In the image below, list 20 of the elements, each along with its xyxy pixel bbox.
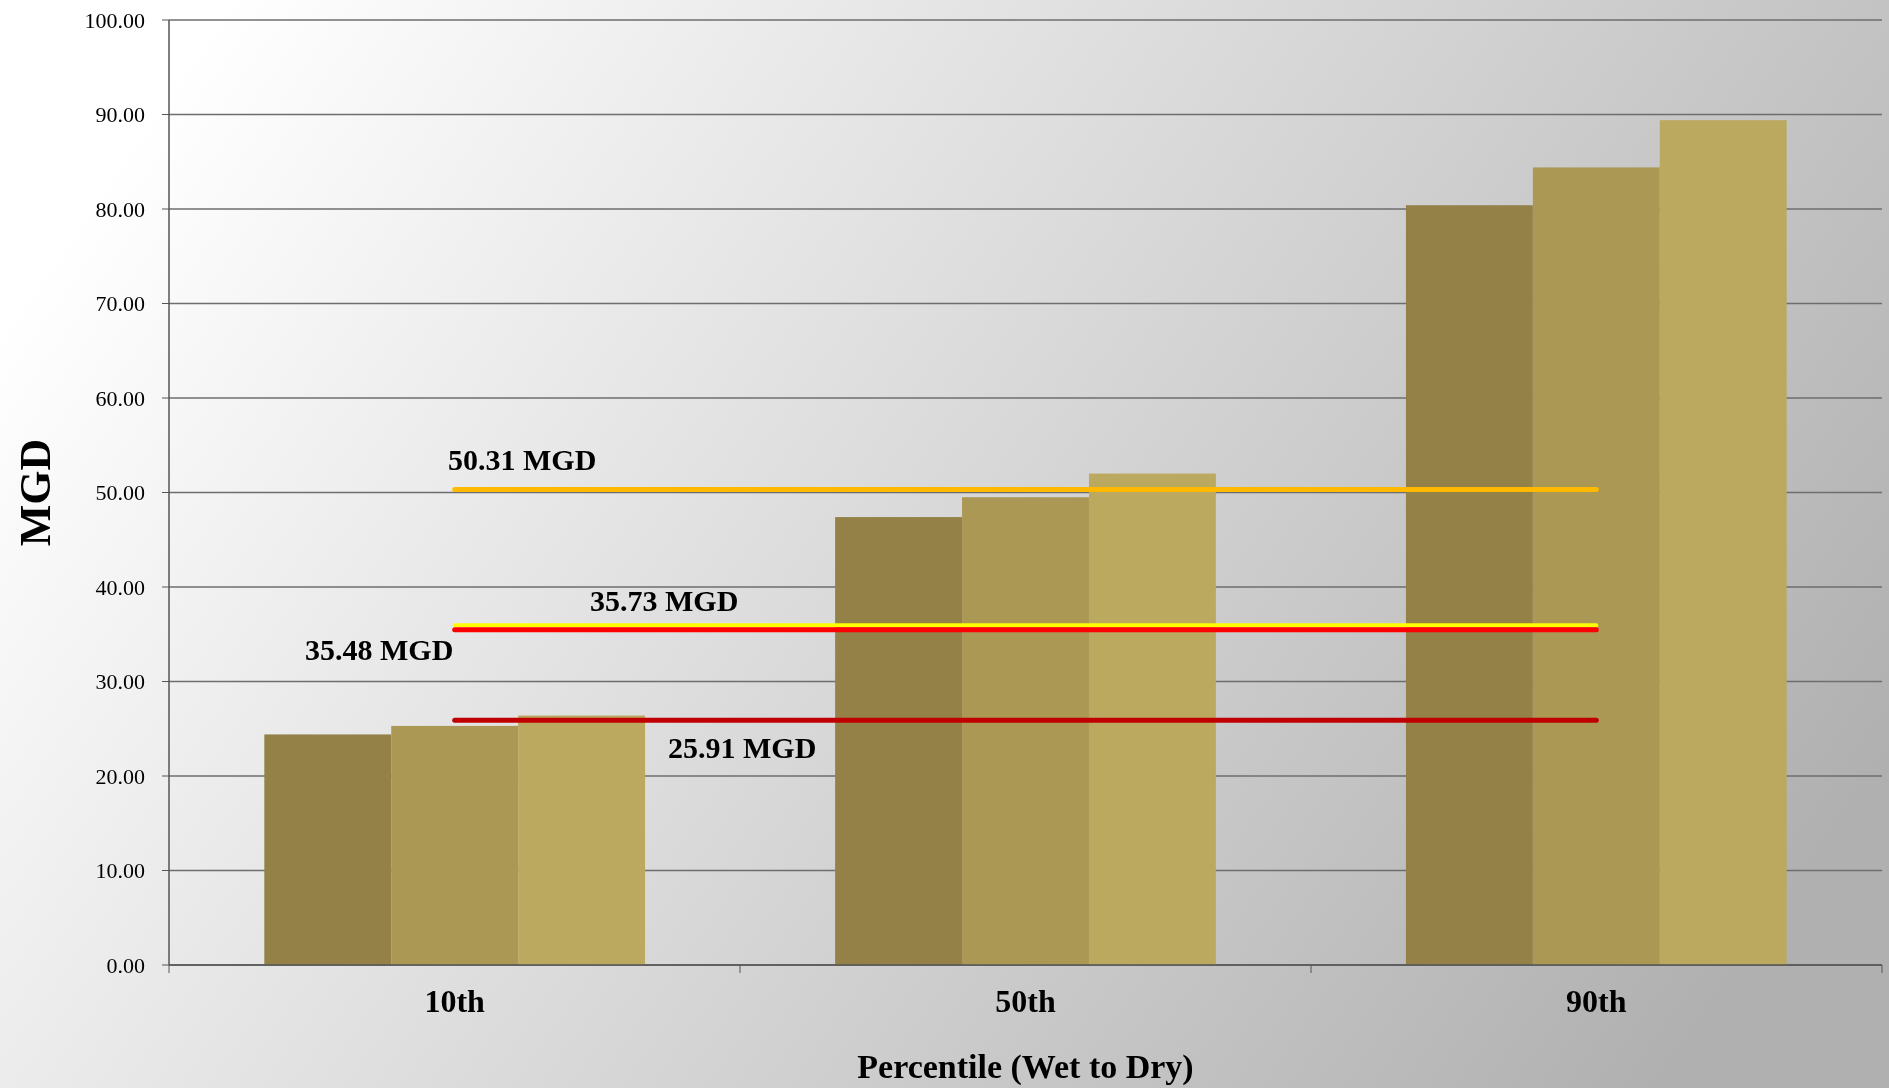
x-tick-label: 50th xyxy=(995,983,1056,1019)
y-tick-label: 30.00 xyxy=(95,669,145,695)
x-axis-title: Percentile (Wet to Dry) xyxy=(857,1048,1194,1086)
y-tick-label: 70.00 xyxy=(95,291,145,317)
y-tick-label: 0.00 xyxy=(106,952,145,978)
x-tick-label: 10th xyxy=(424,983,486,1019)
y-tick-label: 40.00 xyxy=(95,574,145,600)
ref-line-label: 50.31 MGD xyxy=(448,442,597,476)
y-tick-label: 10.00 xyxy=(95,858,145,884)
y-tick-label: 60.00 xyxy=(95,385,145,411)
y-tick-label: 50.00 xyxy=(95,480,145,506)
y-tick-label: 80.00 xyxy=(95,196,145,222)
y-tick-label: 100.00 xyxy=(84,7,145,33)
y-tick-label: 20.00 xyxy=(95,763,145,789)
ref-line-label: 35.48 MGD xyxy=(305,632,454,666)
ref-line-label: 35.73 MGD xyxy=(590,584,739,618)
y-tick-label: 90.00 xyxy=(95,102,145,128)
x-tick-label: 90th xyxy=(1566,983,1627,1019)
ref-line-label: 25.91 MGD xyxy=(668,731,817,765)
y-axis-title: MGD xyxy=(11,438,60,547)
